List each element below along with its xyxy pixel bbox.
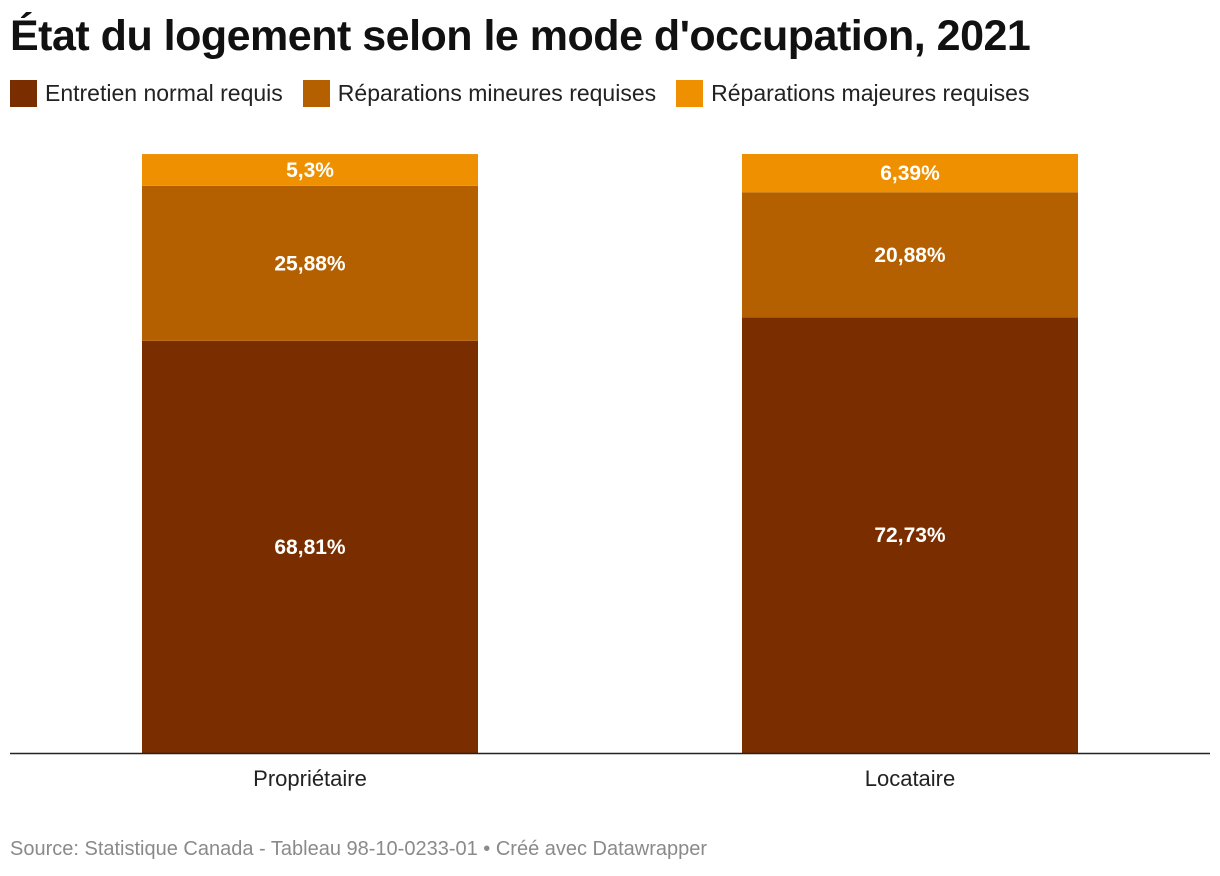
legend-label-reparations-mineures: Réparations mineures requises: [337, 80, 657, 106]
data-label-proprietaire-entretien-normal-requis: 68,81%: [274, 536, 346, 559]
category-label-locataire: Locataire: [865, 766, 956, 791]
bar-segment-proprietaire-entretien-normal-requis: [142, 340, 478, 753]
chart-title: État du logement selon le mode d'occupat…: [10, 12, 1031, 60]
legend-item-reparations-mineures: Réparations mineures requises: [302, 80, 657, 107]
legend-swatch-reparations-mineures: [302, 80, 330, 107]
legend-swatch-entretien-normal: [10, 80, 37, 107]
data-label-proprietaire-reparations-majeures-requises: 5,3%: [286, 159, 334, 182]
stacked-bar-chart: 68,81% 25,88% 5,3% Propriétaire 72,73% 20,88%…: [10, 154, 1210, 791]
legend-label-entretien-normal: Entretien normal requis: [45, 80, 283, 106]
category-label-proprietaire: Propriétaire: [253, 766, 367, 791]
data-label-locataire-reparations-majeures-requises: 6,39%: [880, 162, 940, 185]
bar-segment-locataire-entretien-normal-requis: [742, 317, 1078, 753]
legend: Entretien normal requis Réparations mine…: [10, 80, 1049, 107]
bar-segment-locataire-reparations-majeures-requises: [742, 154, 1078, 193]
data-label-locataire-reparations-mineures-requises: 20,88%: [874, 244, 946, 267]
source-note: Source: Statistique Canada - Tableau 98-…: [10, 838, 708, 860]
legend-label-reparations-majeures: Réparations majeures requises: [711, 80, 1030, 106]
legend-swatch-reparations-majeures: [676, 80, 704, 107]
legend-item-entretien-normal: Entretien normal requis: [10, 80, 283, 107]
data-label-proprietaire-reparations-mineures-requises: 25,88%: [274, 252, 346, 275]
data-label-locataire-entretien-normal-requis: 72,73%: [874, 524, 946, 547]
bar-segment-locataire-reparations-mineures-requises: [742, 192, 1078, 318]
legend-item-reparations-majeures: Réparations majeures requises: [676, 80, 1029, 107]
bar-segment-proprietaire-reparations-majeures-requises: [142, 154, 478, 186]
bar-segment-proprietaire-reparations-mineures-requises: [142, 185, 478, 341]
